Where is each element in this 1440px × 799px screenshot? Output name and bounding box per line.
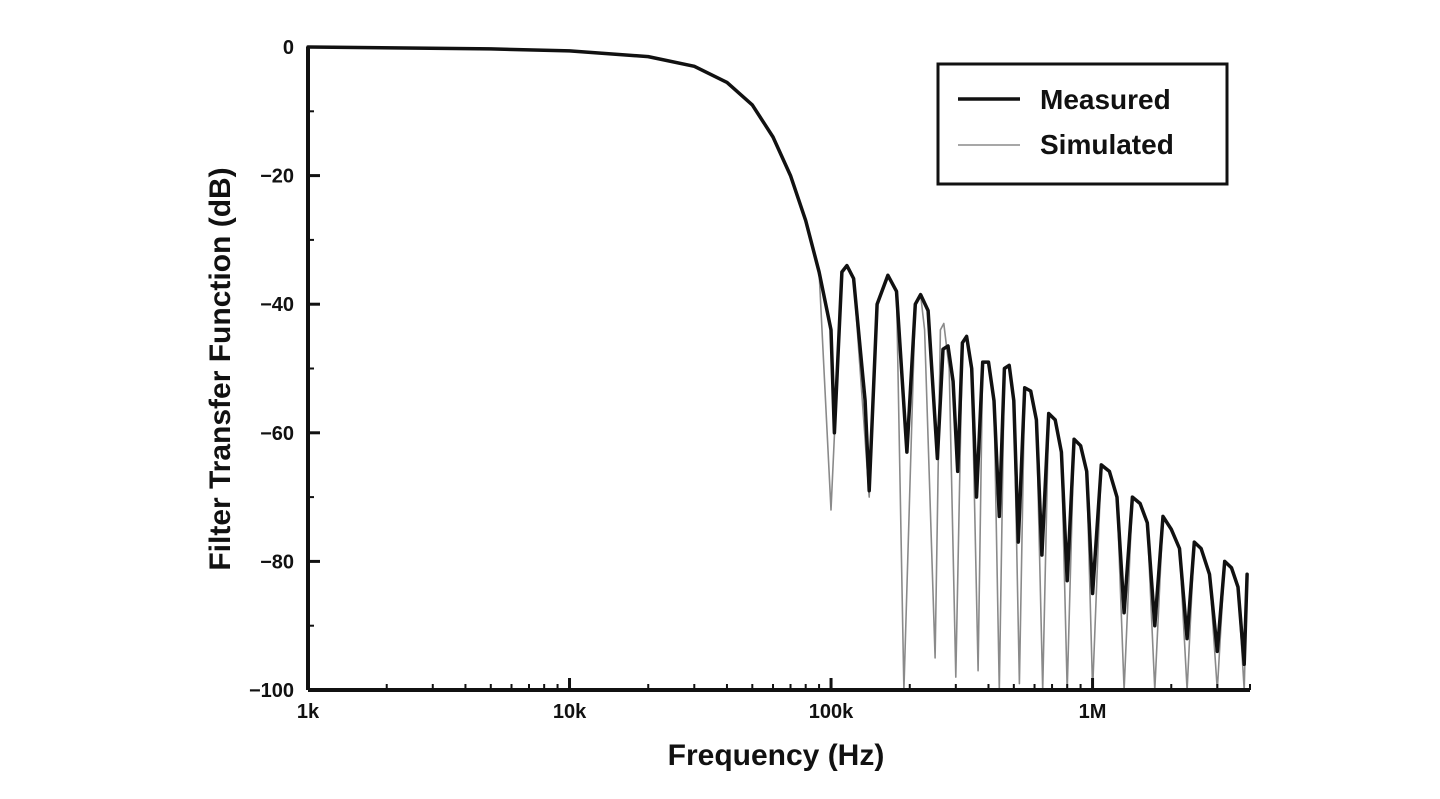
y-tick-label: −60 [260, 423, 294, 445]
legend-box [936, 62, 1229, 186]
y-axis-title: Filter Transfer Function (dB) [204, 167, 237, 570]
x-tick-label: 1k [297, 701, 320, 723]
labels-layer: 1k 10k 100k 1M 0 −20 −40 −60 −80 −100 [249, 37, 1107, 723]
y-tick-label: −80 [260, 551, 294, 573]
y-tick-label: −100 [249, 680, 294, 702]
y-tick-label: 0 [283, 37, 294, 59]
series-line-measured [306, 45, 1249, 667]
axes-layer [306, 45, 1251, 692]
series-layer [306, 45, 1249, 691]
x-axis-title: Frequency (Hz) [668, 739, 885, 772]
x-tick-label: 1M [1079, 701, 1107, 723]
y-tick-label: −20 [260, 166, 294, 188]
legend: Measured Simulated [936, 62, 1229, 186]
x-tick-label: 10k [553, 701, 587, 723]
legend-label-measured: Measured [1040, 84, 1171, 115]
legend-label-simulated: Simulated [1040, 129, 1174, 160]
y-tick-label: −40 [260, 294, 294, 316]
x-tick-label: 100k [809, 701, 854, 723]
